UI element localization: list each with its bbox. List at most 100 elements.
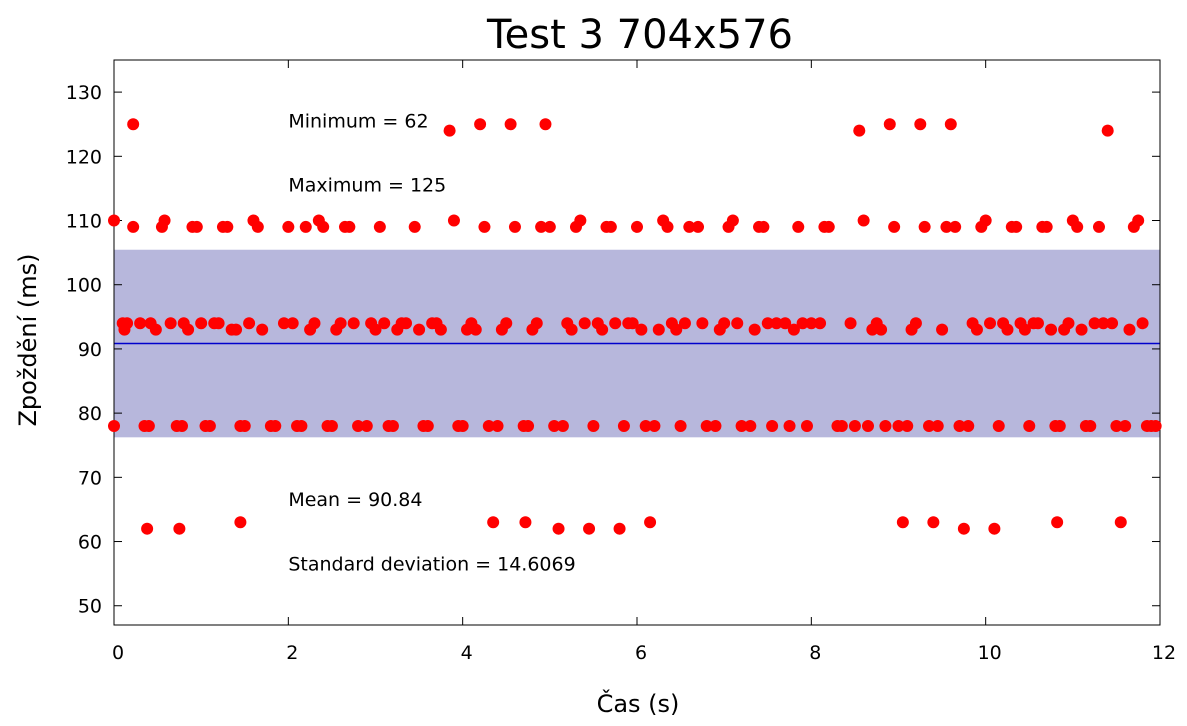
data-point [1071,220,1084,233]
data-point [957,522,970,535]
data-point [1149,419,1162,432]
data-point [909,317,922,330]
data-point [443,124,456,137]
data-point [386,419,399,432]
data-point [487,516,500,529]
data-point [979,214,992,227]
data-point [269,419,282,432]
y-tick-label: 50 [78,596,102,618]
data-point [1092,220,1105,233]
data-point [277,317,290,330]
data-point [848,419,861,432]
data-point [692,220,705,233]
data-point [478,220,491,233]
y-tick-label: 130 [66,82,102,104]
data-point [1106,317,1119,330]
data-point [334,317,347,330]
chart-title: Test 3 704x576 [486,12,793,58]
data-point [500,317,513,330]
data-point [108,419,120,432]
x-tick-label: 6 [635,642,647,664]
data-point [141,522,154,535]
data-point [761,317,774,330]
data-point [182,323,195,336]
data-point [504,118,517,131]
data-point [683,220,696,233]
annotation: Minimum = 62 [288,110,428,132]
data-point [944,118,957,131]
data-point [822,220,835,233]
data-point [674,419,687,432]
data-point [149,323,162,336]
data-point [617,419,630,432]
x-tick-label: 2 [286,642,298,664]
data-point [1110,419,1123,432]
data-point [1119,419,1132,432]
data-point [918,220,931,233]
data-point [352,419,365,432]
data-point [447,214,460,227]
data-point [949,220,962,233]
data-point [604,220,617,233]
data-point [317,220,330,233]
data-point [508,220,521,233]
data-point [709,419,722,432]
data-point [766,419,779,432]
data-point [853,124,866,137]
y-tick-label: 60 [78,532,102,554]
data-point [158,214,171,227]
data-point [164,317,177,330]
data-point [888,220,901,233]
data-point [883,118,896,131]
data-point [1101,124,1114,137]
data-point [931,419,944,432]
data-point [142,419,155,432]
y-tick-label: 110 [66,211,102,233]
data-point [108,214,120,227]
data-point [469,323,482,336]
data-point [875,323,888,336]
data-point [661,220,674,233]
data-point [121,317,134,330]
data-point [718,317,731,330]
y-tick-label: 90 [78,339,102,361]
data-point [474,118,487,131]
x-axis-title: Čas (s) [597,688,680,718]
data-point [587,419,600,432]
data-point [221,220,234,233]
data-point [757,220,770,233]
data-point [696,317,709,330]
data-point [914,118,927,131]
data-point [243,317,256,330]
data-point [700,419,713,432]
data-point [805,317,818,330]
data-point [421,419,434,432]
data-point [360,419,373,432]
data-point [1051,516,1064,529]
data-point [1132,214,1145,227]
data-point [744,419,757,432]
data-point [1075,323,1088,336]
x-tick-label: 0 [112,642,124,664]
data-point [482,419,495,432]
data-point [596,323,609,336]
data-point [613,522,626,535]
data-point [195,317,208,330]
data-point [530,317,543,330]
data-point [648,419,661,432]
data-point [953,419,966,432]
data-point [770,317,783,330]
data-point [1001,323,1014,336]
data-point [735,419,748,432]
data-point [1040,220,1053,233]
data-point [814,317,827,330]
data-point [369,323,382,336]
data-point [796,317,809,330]
annotation: Standard deviation = 14.6069 [288,553,575,575]
data-point [238,419,251,432]
data-point [984,317,997,330]
data-point [936,323,949,336]
data-point [491,419,504,432]
data-point [962,419,975,432]
